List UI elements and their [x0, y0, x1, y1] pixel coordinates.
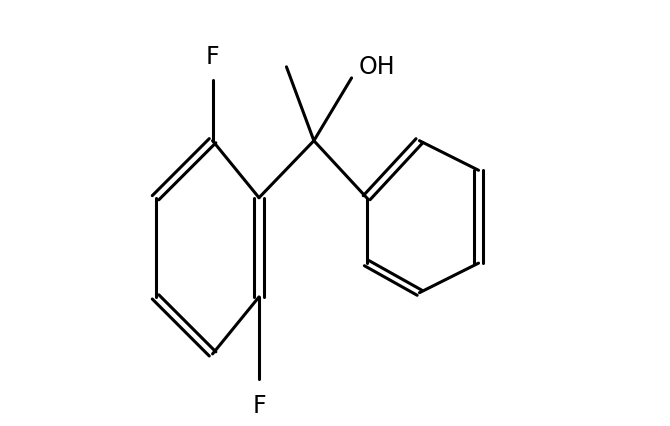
Text: F: F [206, 45, 219, 69]
Text: OH: OH [358, 55, 395, 79]
Text: F: F [252, 394, 266, 418]
